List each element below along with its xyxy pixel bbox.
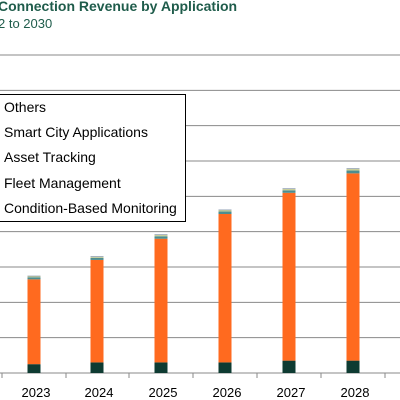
bar-segment-asset-tracking-2025: [154, 236, 168, 239]
chart-legend: Others Smart City Applications Asset Tra…: [0, 94, 186, 222]
bar-segment-asset-tracking-2023: [27, 277, 41, 280]
bar-segment-fleet-management-2025: [154, 238, 168, 363]
chart-title: Connection Revenue by Application: [0, 0, 238, 14]
bar-segment-asset-tracking-2028: [346, 170, 360, 174]
bar-segment-asset-tracking-2027: [282, 190, 296, 193]
x-tick-label-2024: 2024: [85, 385, 114, 400]
x-tick-label-2026: 2026: [213, 385, 242, 400]
bar-segment-smart-city-applications-2027: [282, 188, 296, 191]
bar-segment-condition-based-monitoring-2025: [154, 362, 168, 373]
legend-item-asset-tracking: Asset Tracking: [4, 149, 96, 166]
x-tick-label-2028: 2028: [341, 385, 370, 400]
bar-segment-condition-based-monitoring-2023: [27, 364, 41, 373]
bar-segment-fleet-management-2024: [90, 259, 104, 363]
x-tick-label-2025: 2025: [149, 385, 178, 400]
legend-item-condition-monitoring: Condition-Based Monitoring: [4, 199, 177, 216]
bar-segment-fleet-management-2026: [218, 214, 232, 363]
x-tick-label-2027: 2027: [277, 385, 306, 400]
bar-segment-fleet-management-2028: [346, 173, 360, 361]
bar-segment-condition-based-monitoring-2024: [90, 362, 104, 373]
bar-segment-asset-tracking-2026: [218, 211, 232, 214]
legend-item-smart-city: Smart City Applications: [4, 124, 148, 141]
bar-segment-fleet-management-2023: [27, 279, 41, 365]
x-tick-label-2023: 2023: [22, 385, 51, 400]
bar-segment-smart-city-applications-2025: [154, 234, 168, 237]
bar-segment-smart-city-applications-2026: [218, 210, 232, 212]
bar-segment-fleet-management-2027: [282, 192, 296, 361]
bar-segment-smart-city-applications-2028: [346, 168, 360, 171]
chart-subtitle: 2 to 2030: [0, 16, 53, 31]
bar-segment-smart-city-applications-2023: [27, 276, 41, 278]
bar-segment-condition-based-monitoring-2028: [346, 360, 360, 373]
bar-segment-asset-tracking-2024: [90, 257, 104, 260]
bar-segment-condition-based-monitoring-2026: [218, 362, 232, 373]
legend-item-others: Others: [4, 99, 47, 115]
bar-segment-smart-city-applications-2024: [90, 256, 104, 258]
legend-item-fleet-management: Fleet Management: [4, 174, 121, 191]
bar-segment-condition-based-monitoring-2027: [282, 360, 296, 373]
